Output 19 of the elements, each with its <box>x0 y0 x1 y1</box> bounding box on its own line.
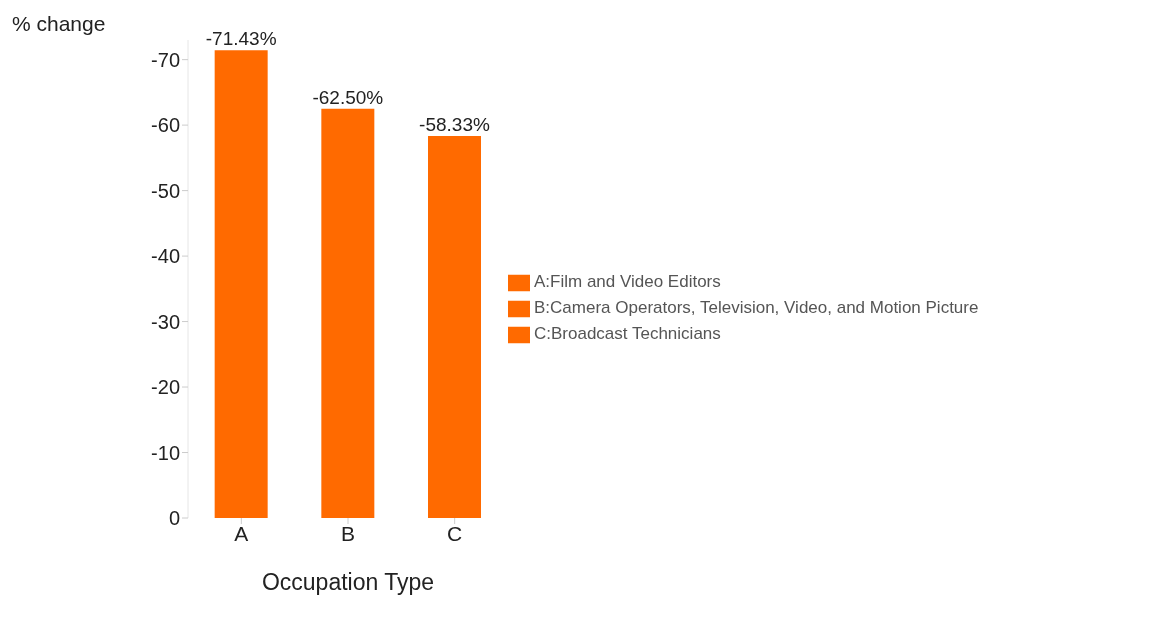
legend-label: A:Film and Video Editors <box>534 272 721 291</box>
y-tick-label: 0 <box>168 507 180 530</box>
y-tick-label: -70 <box>151 48 180 71</box>
x-axis-title: Occupation Type <box>261 569 435 595</box>
y-tick-label: -20 <box>151 376 180 399</box>
x-tick-label: C <box>447 521 463 545</box>
y-tick-label: -50 <box>151 179 180 202</box>
y-tick-label: -60 <box>151 114 180 137</box>
data-label: -62.50% <box>312 86 384 108</box>
data-label: -71.43% <box>205 28 277 50</box>
y-tick-label: -30 <box>151 310 180 333</box>
x-tick-label: A <box>234 521 249 545</box>
y-tick-label: -10 <box>151 441 180 464</box>
data-label: -58.33% <box>419 114 490 136</box>
x-tick-label: B <box>340 521 356 545</box>
legend-label: C:Broadcast Technicians <box>534 324 721 343</box>
y-axis-title: % change <box>12 12 106 36</box>
legend-label: B:Camera Operators, Television, Video, and Motion Picture <box>534 298 979 317</box>
y-tick-label: -40 <box>151 245 180 268</box>
